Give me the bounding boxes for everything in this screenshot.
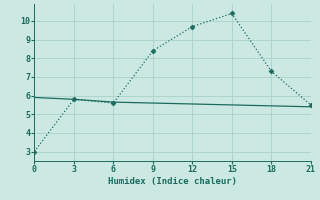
X-axis label: Humidex (Indice chaleur): Humidex (Indice chaleur): [108, 177, 237, 186]
